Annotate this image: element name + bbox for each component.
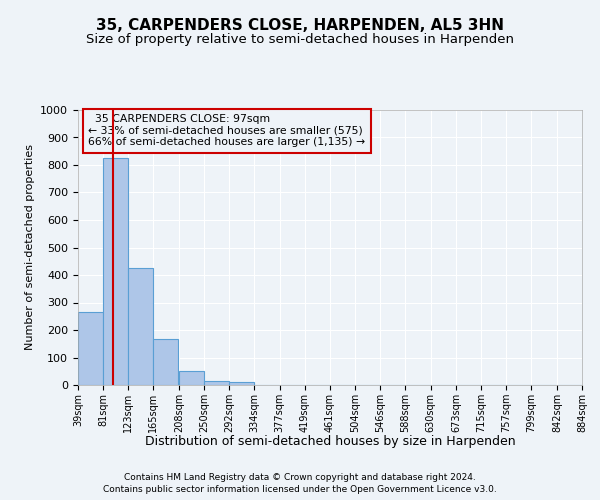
Text: 35, CARPENDERS CLOSE, HARPENDEN, AL5 3HN: 35, CARPENDERS CLOSE, HARPENDEN, AL5 3HN — [96, 18, 504, 32]
Text: Contains public sector information licensed under the Open Government Licence v3: Contains public sector information licen… — [103, 485, 497, 494]
Bar — [103, 158, 128, 385]
Bar — [78, 312, 103, 385]
Y-axis label: Number of semi-detached properties: Number of semi-detached properties — [25, 144, 35, 350]
Text: Size of property relative to semi-detached houses in Harpenden: Size of property relative to semi-detach… — [86, 32, 514, 46]
Bar — [153, 339, 178, 385]
Bar — [179, 370, 204, 385]
Text: Contains HM Land Registry data © Crown copyright and database right 2024.: Contains HM Land Registry data © Crown c… — [124, 472, 476, 482]
Bar — [204, 381, 229, 385]
Bar — [128, 268, 153, 385]
Bar — [229, 382, 254, 385]
Text: 35 CARPENDERS CLOSE: 97sqm
← 33% of semi-detached houses are smaller (575)
66% o: 35 CARPENDERS CLOSE: 97sqm ← 33% of semi… — [88, 114, 365, 148]
Text: Distribution of semi-detached houses by size in Harpenden: Distribution of semi-detached houses by … — [145, 435, 515, 448]
